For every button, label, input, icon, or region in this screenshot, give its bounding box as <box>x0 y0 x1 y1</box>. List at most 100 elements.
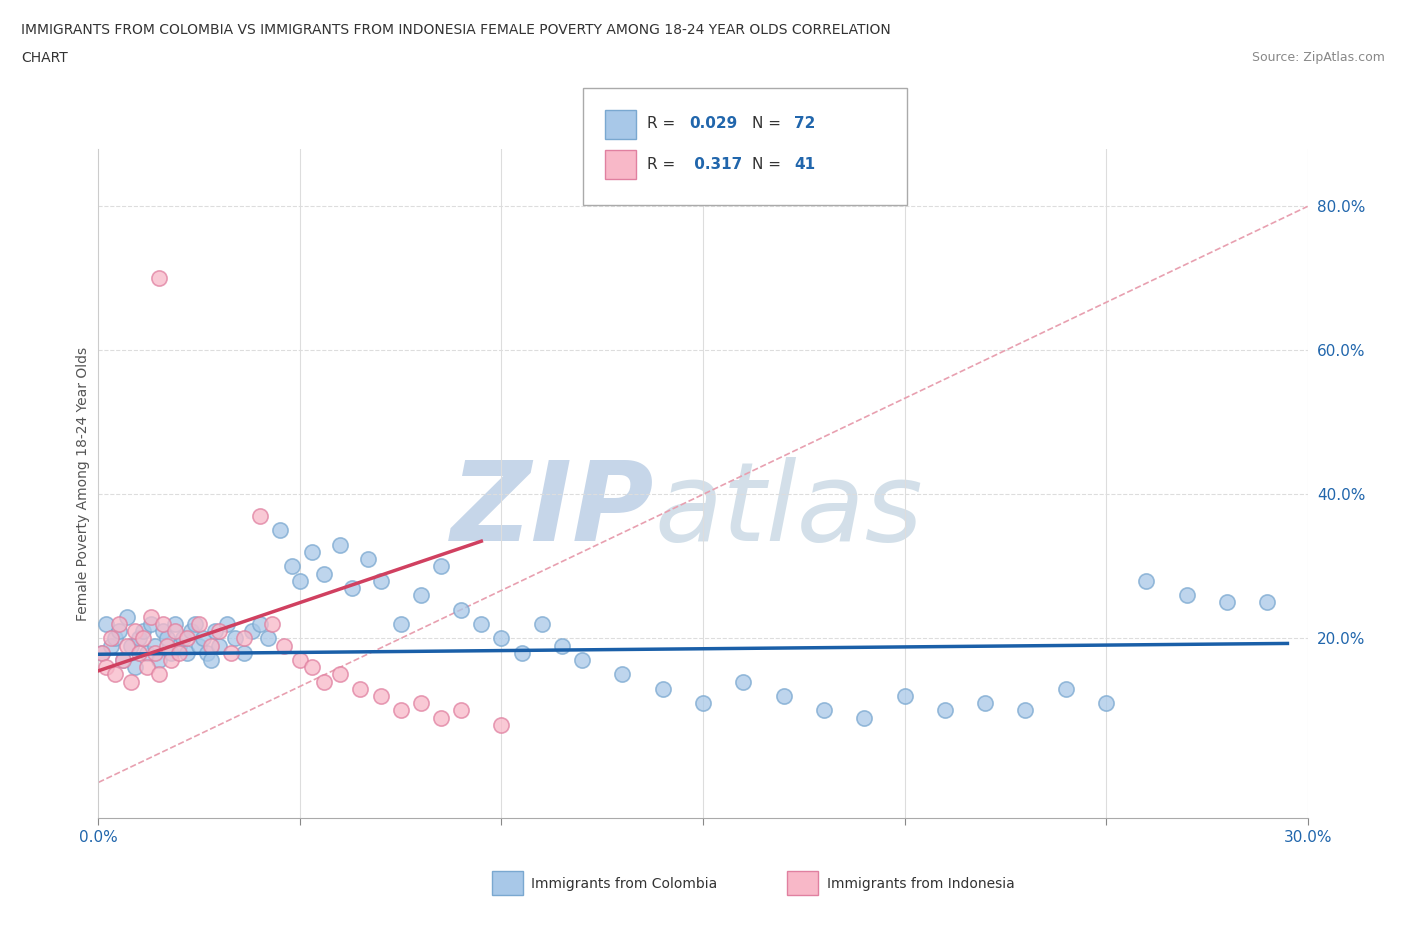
Point <box>450 703 472 718</box>
Point <box>208 638 231 653</box>
Point <box>103 667 125 682</box>
Point <box>176 631 198 645</box>
Point <box>96 617 118 631</box>
Point <box>470 617 492 631</box>
Point <box>314 674 336 689</box>
Point <box>221 645 243 660</box>
Point <box>115 609 138 624</box>
Point <box>551 638 574 653</box>
Point <box>450 602 472 617</box>
Point <box>491 717 513 732</box>
Point <box>180 624 202 639</box>
Point <box>124 659 146 674</box>
Point <box>115 638 138 653</box>
Point <box>100 638 122 653</box>
Point <box>188 617 211 631</box>
Point <box>342 580 364 595</box>
Point <box>172 631 194 645</box>
Text: IMMIGRANTS FROM COLOMBIA VS IMMIGRANTS FROM INDONESIA FEMALE POVERTY AMONG 18-24: IMMIGRANTS FROM COLOMBIA VS IMMIGRANTS F… <box>21 23 891 37</box>
Point <box>260 617 283 631</box>
Text: CHART: CHART <box>21 51 67 65</box>
Point <box>530 617 553 631</box>
Point <box>612 667 634 682</box>
Text: R =: R = <box>647 116 675 131</box>
Point <box>974 696 997 711</box>
Text: atlas: atlas <box>655 457 924 564</box>
Point <box>128 645 150 660</box>
Point <box>103 631 125 645</box>
Point <box>148 653 170 668</box>
Point <box>409 588 432 603</box>
Point <box>152 624 174 639</box>
Point <box>934 703 956 718</box>
Point <box>1175 588 1198 603</box>
Point <box>143 645 166 660</box>
Point <box>1256 595 1278 610</box>
Text: Immigrants from Indonesia: Immigrants from Indonesia <box>827 876 1015 891</box>
Point <box>249 617 271 631</box>
Point <box>148 667 170 682</box>
Point <box>184 617 207 631</box>
Point <box>188 638 211 653</box>
Point <box>120 638 142 653</box>
Point <box>349 682 371 697</box>
Point <box>143 638 166 653</box>
Point <box>301 545 323 560</box>
Point <box>160 645 183 660</box>
Point <box>217 617 239 631</box>
Point <box>232 631 254 645</box>
Point <box>132 631 155 645</box>
Point <box>1135 574 1157 589</box>
Point <box>148 271 170 286</box>
Point <box>91 645 114 660</box>
Text: 0.317: 0.317 <box>689 157 742 172</box>
Point <box>733 674 755 689</box>
Point <box>893 688 915 703</box>
Point <box>200 638 222 653</box>
Point <box>370 574 392 589</box>
Point <box>195 645 218 660</box>
Point <box>651 682 673 697</box>
Text: Source: ZipAtlas.com: Source: ZipAtlas.com <box>1251 51 1385 64</box>
Point <box>107 617 129 631</box>
Text: N =: N = <box>752 116 782 131</box>
Point <box>510 645 533 660</box>
Text: R =: R = <box>647 157 675 172</box>
Point <box>208 624 231 639</box>
Point <box>100 631 122 645</box>
Point <box>491 631 513 645</box>
Point <box>329 667 352 682</box>
Point <box>256 631 278 645</box>
Point <box>301 659 323 674</box>
Point <box>200 653 222 668</box>
Text: 72: 72 <box>794 116 815 131</box>
Point <box>389 617 412 631</box>
Point <box>111 653 134 668</box>
Point <box>357 551 380 566</box>
Point <box>329 538 352 552</box>
Point <box>314 566 336 581</box>
Point <box>269 523 291 538</box>
Point <box>370 688 392 703</box>
Point <box>430 711 453 725</box>
Point <box>232 645 254 660</box>
Point <box>813 703 835 718</box>
Point <box>139 617 162 631</box>
Point <box>132 624 155 639</box>
Point <box>124 624 146 639</box>
Point <box>409 696 432 711</box>
Point <box>1216 595 1239 610</box>
Point <box>163 624 186 639</box>
Point <box>167 645 190 660</box>
Point <box>91 645 114 660</box>
Point <box>120 674 142 689</box>
Point <box>1095 696 1118 711</box>
Point <box>430 559 453 574</box>
Point <box>853 711 876 725</box>
Text: 0.029: 0.029 <box>689 116 737 131</box>
Point <box>160 653 183 668</box>
Text: ZIP: ZIP <box>451 457 655 564</box>
Point <box>1054 682 1077 697</box>
Point <box>135 659 157 674</box>
Point <box>152 617 174 631</box>
